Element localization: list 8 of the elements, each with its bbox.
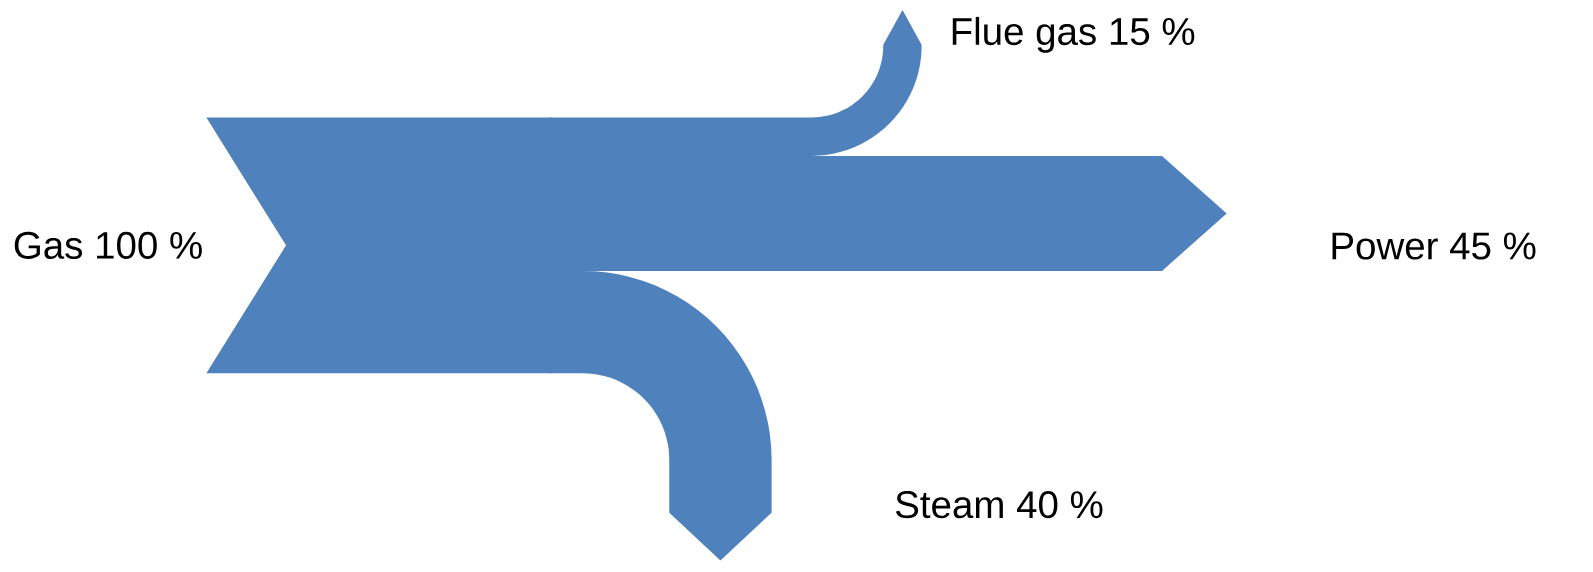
data-label: 100 % — [97, 231, 202, 259]
data-label: 15 % — [1110, 17, 1195, 45]
data-label: 40 % — [1016, 490, 1103, 519]
data-label: 45 % — [1450, 232, 1536, 260]
category-label: Steam — [895, 490, 1003, 519]
category-label: Gas — [14, 231, 83, 259]
category-label: Flue gas — [952, 16, 1096, 53]
category-label: Power — [1332, 232, 1438, 260]
